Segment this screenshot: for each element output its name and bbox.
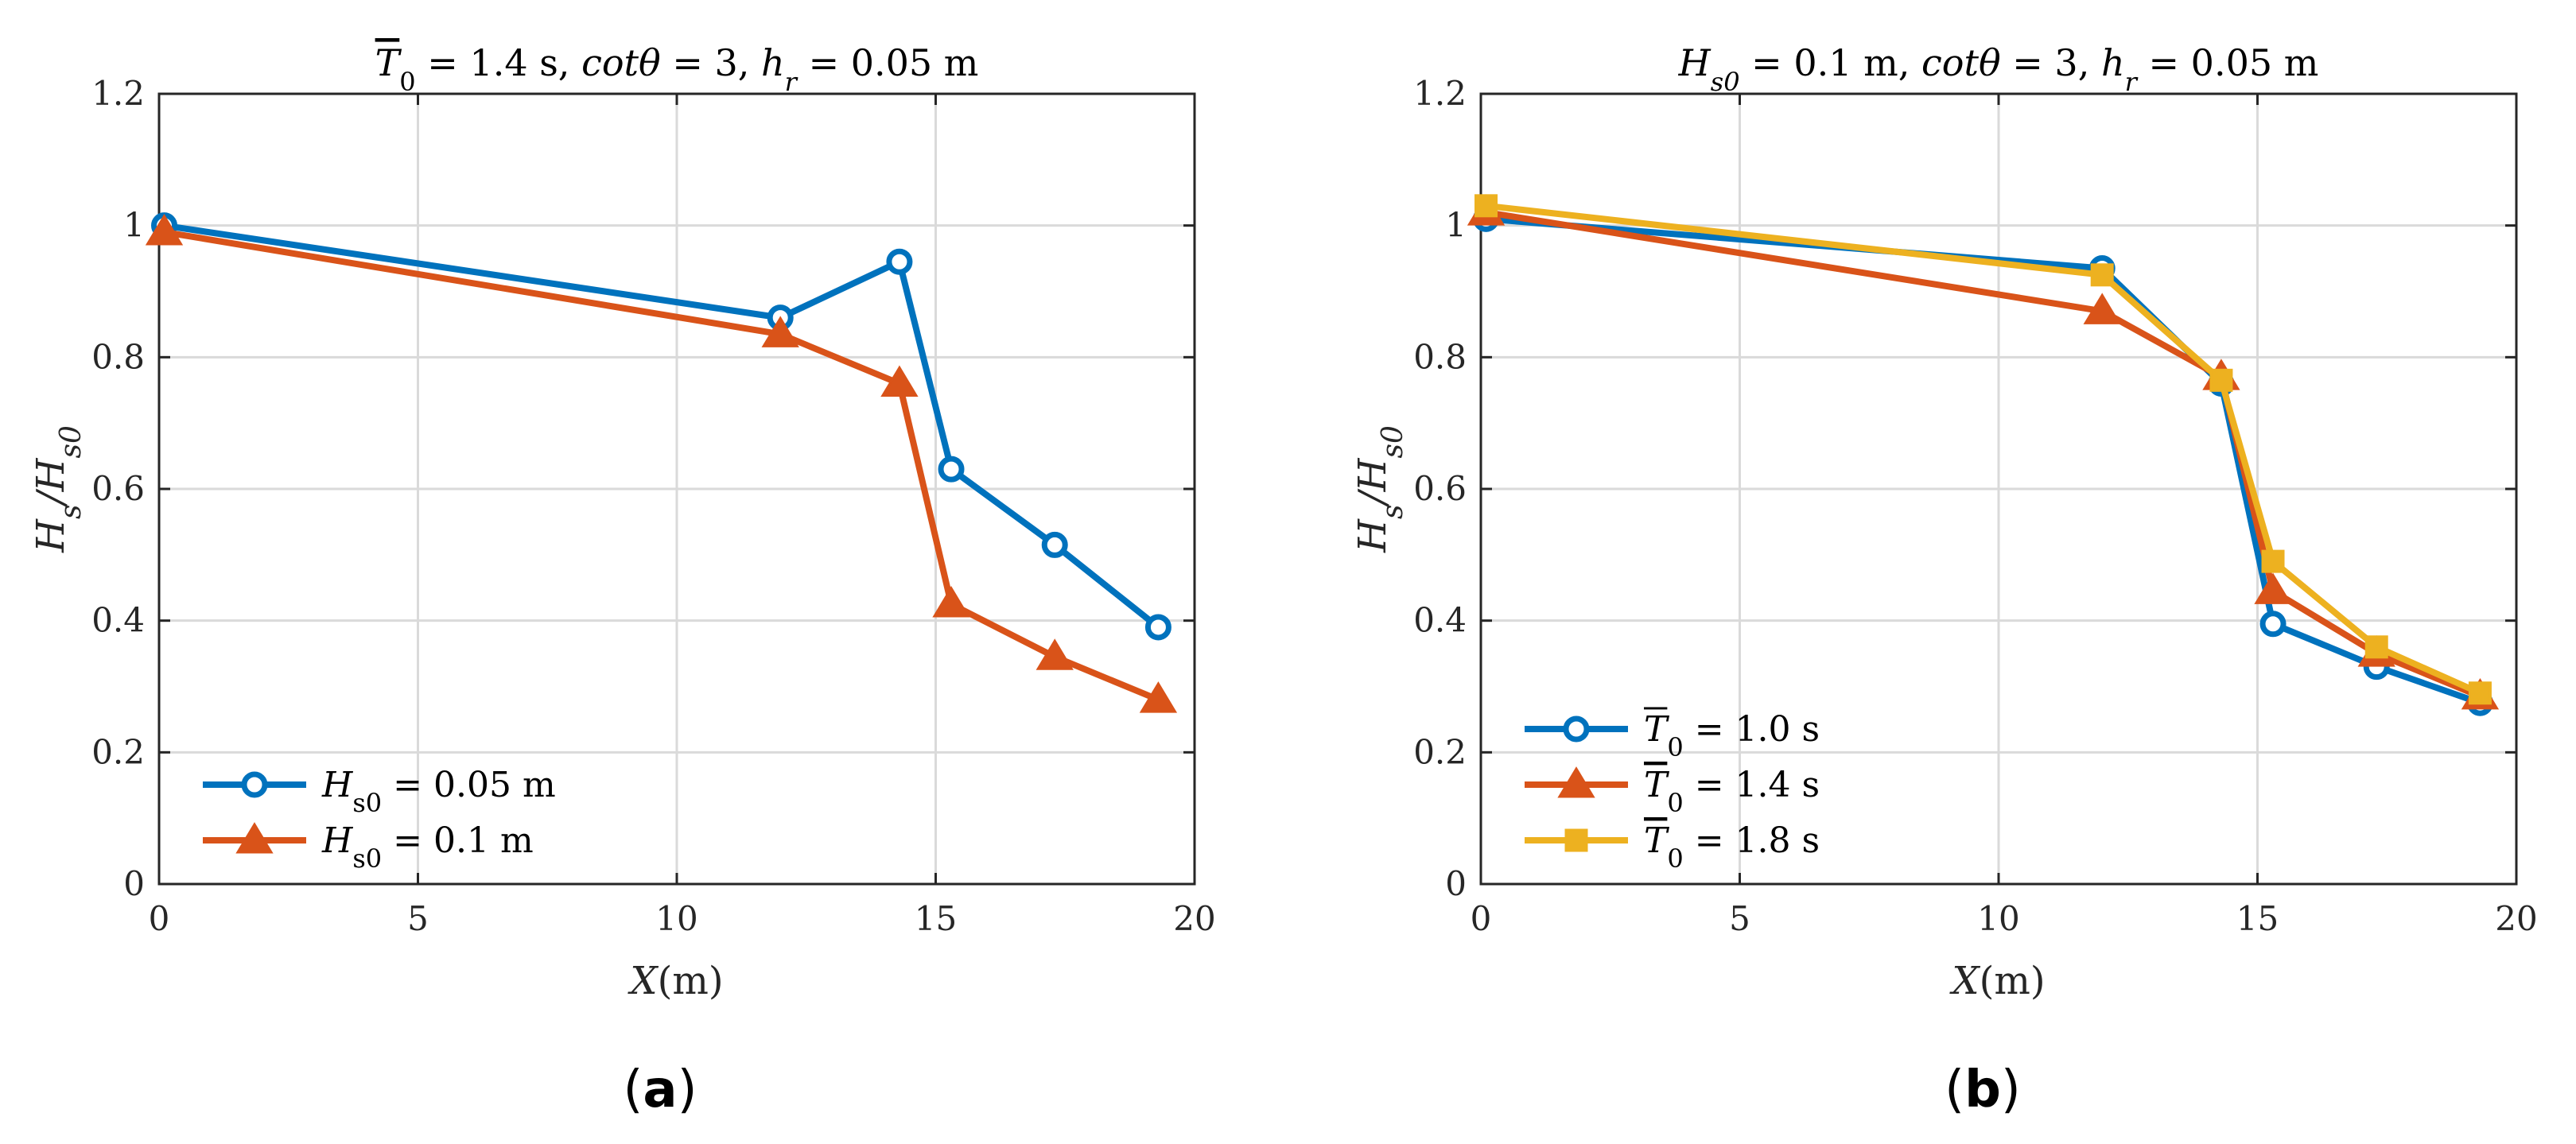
y-tick-label: 0.4 — [91, 601, 145, 640]
legend-marker — [241, 771, 268, 798]
series-line — [1486, 202, 2482, 696]
legend-marker — [1563, 715, 1590, 743]
series-0 — [151, 212, 1171, 641]
y-axis-label: Hs/Hs0 — [1350, 425, 1409, 553]
x-axis-label: X(m) — [1949, 959, 2045, 1003]
y-tick-label: 0.6 — [1413, 469, 1467, 508]
data-point — [1144, 614, 1171, 641]
data-point — [2209, 368, 2233, 392]
y-tick-label: 0.8 — [91, 337, 145, 376]
data-point — [2083, 293, 2121, 324]
data-point — [2259, 611, 2287, 638]
x-tick-label: 15 — [915, 899, 957, 938]
data-point — [145, 214, 184, 246]
legend-marker — [1564, 828, 1588, 852]
y-tick-label: 0 — [123, 864, 145, 903]
series-1 — [1467, 194, 2500, 710]
x-tick-label: 20 — [2495, 899, 2537, 938]
x-tick-label: 15 — [2236, 899, 2279, 938]
data-point — [761, 316, 799, 347]
data-point — [938, 456, 965, 483]
x-tick-label: 5 — [407, 899, 429, 938]
series-line — [163, 229, 1160, 703]
y-tick-label: 1 — [123, 206, 145, 245]
x-tick-label: 20 — [1173, 899, 1215, 938]
x-tick-label: 5 — [1729, 899, 1750, 938]
y-tick-label: 0.2 — [1413, 732, 1467, 771]
data-point — [2468, 681, 2492, 705]
legend-label-1: T0 = 1.4 s — [1644, 765, 1820, 818]
y-tick-label: 0.6 — [91, 469, 145, 508]
data-point — [1139, 681, 1178, 713]
series-line — [1486, 215, 2481, 706]
chart-panel-b: 0 5 10 15 20 0 0.2 0.4 0.6 0.8 1 1.2 X(m) Hs/Hs0 Hs0 =… — [1350, 41, 2538, 1119]
x-tick-label: 0 — [149, 899, 170, 938]
y-tick-label: 1 — [1445, 206, 1467, 245]
series-0 — [1473, 205, 2493, 716]
chart-title-1: Hs0 = 0.1 m, cotθ = 3, hr = 0.05 m — [1678, 41, 2319, 97]
legend: T0 = 1.0 sT0 = 1.4 sT0 = 1.8 s — [1525, 709, 1820, 874]
chart-panel-a: 0 5 10 15 20 0 0.2 0.4 0.6 0.8 1 1.2 X(m) Hs/Hs0 T0 = … — [29, 41, 1216, 1119]
x-tick-label: 10 — [1977, 899, 2019, 938]
y-axis-label: Hs/Hs0 — [29, 425, 87, 553]
data-point — [932, 586, 970, 618]
data-point — [1035, 638, 1074, 670]
x-tick-label: 10 — [655, 899, 697, 938]
panel-label-b: (b) — [1945, 1061, 2021, 1119]
y-tick-label: 0 — [1445, 864, 1467, 903]
data-point — [2364, 635, 2388, 659]
legend-marker — [1557, 766, 1595, 798]
series-1 — [145, 214, 1178, 713]
y-tick-label: 0.8 — [1413, 337, 1467, 376]
data-point — [1474, 194, 1498, 218]
data-point — [880, 365, 919, 397]
series-2 — [1474, 194, 2492, 705]
legend-label-2: T0 = 1.8 s — [1644, 820, 1820, 874]
data-point — [2261, 549, 2285, 573]
data-point — [2090, 263, 2114, 287]
legend-label-0: T0 = 1.0 s — [1644, 709, 1820, 762]
legend-label-1: Hs0 = 0.1 m — [321, 820, 534, 874]
x-axis-label: X(m) — [627, 959, 723, 1003]
data-point — [886, 248, 913, 275]
y-tick-label: 1.2 — [1413, 74, 1467, 113]
data-point — [2254, 572, 2292, 604]
legend-marker — [235, 822, 274, 854]
x-tick-label: 0 — [1471, 899, 1492, 938]
chart-title-0: T0 = 1.4 s, cotθ = 3, hr = 0.05 m — [375, 41, 979, 97]
panel-label-a: (a) — [623, 1061, 697, 1119]
data-point — [1041, 531, 1068, 558]
y-tick-label: 0.2 — [91, 732, 145, 771]
y-tick-label: 0.4 — [1413, 601, 1467, 640]
legend-label-0: Hs0 = 0.05 m — [321, 765, 556, 818]
series-line — [1485, 209, 2481, 700]
y-tick-label: 1.2 — [91, 74, 145, 113]
series-line — [163, 222, 1160, 630]
